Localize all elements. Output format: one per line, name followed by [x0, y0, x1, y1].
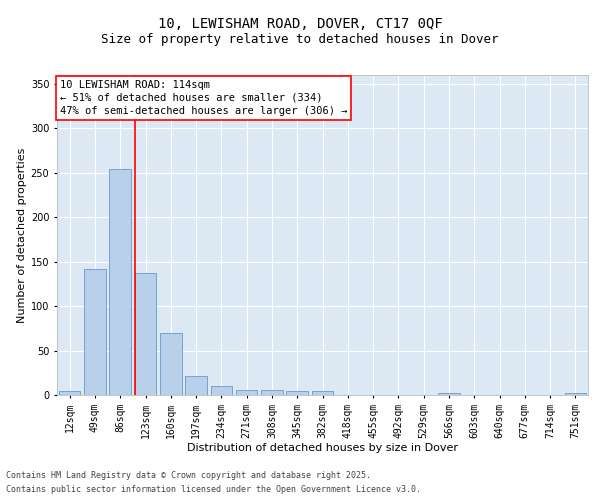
Bar	[438, 393, 460, 395]
Bar	[135, 273, 156, 395]
Text: Contains public sector information licensed under the Open Government Licence v3: Contains public sector information licen…	[6, 484, 421, 494]
Bar	[160, 333, 182, 395]
Bar	[84, 269, 106, 395]
Bar	[261, 390, 283, 395]
Bar	[286, 390, 308, 395]
Text: Contains HM Land Registry data © Crown copyright and database right 2025.: Contains HM Land Registry data © Crown c…	[6, 472, 371, 480]
Y-axis label: Number of detached properties: Number of detached properties	[17, 148, 26, 322]
Bar	[59, 392, 80, 395]
Bar	[236, 390, 257, 395]
X-axis label: Distribution of detached houses by size in Dover: Distribution of detached houses by size …	[187, 444, 458, 454]
Bar	[109, 169, 131, 395]
Text: 10 LEWISHAM ROAD: 114sqm
← 51% of detached houses are smaller (334)
47% of semi-: 10 LEWISHAM ROAD: 114sqm ← 51% of detach…	[59, 80, 347, 116]
Text: 10, LEWISHAM ROAD, DOVER, CT17 0QF: 10, LEWISHAM ROAD, DOVER, CT17 0QF	[158, 18, 442, 32]
Bar	[312, 390, 333, 395]
Text: Size of property relative to detached houses in Dover: Size of property relative to detached ho…	[101, 32, 499, 46]
Bar	[185, 376, 207, 395]
Bar	[211, 386, 232, 395]
Bar	[565, 393, 586, 395]
